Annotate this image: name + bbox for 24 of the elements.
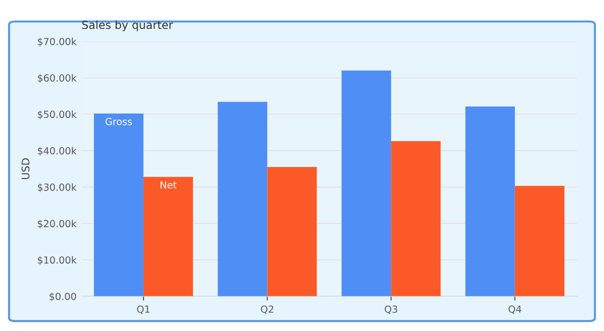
y-tick-label: $10.00k [38,256,77,265]
bar [143,176,193,296]
series-label: Gross [106,118,132,126]
x-tick-label: Q3 [384,305,398,314]
y-tick-label: $70.00k [38,38,77,46]
x-tick-label: Q1 [137,305,150,314]
chart-title: Sales by quarter [82,20,174,32]
bar [342,70,392,296]
y-axis-title: USD [22,158,30,180]
x-tick-label: Q2 [260,305,274,314]
y-tick-label: $60.00k [38,74,77,83]
bar [391,141,441,296]
y-tick-label: $40.00k [38,146,77,156]
bar [267,166,317,296]
y-tick-label: $30.00k [38,183,77,192]
bar [465,106,515,296]
y-tick-label: $0.00 [50,292,76,302]
x-tick-label: Q4 [508,305,522,314]
bar [218,102,268,296]
y-tick-label: $20.00k [38,220,77,229]
y-tick-label: $50.00k [38,110,77,120]
bar [514,186,564,296]
series-label: Net [160,181,177,189]
bar [94,113,144,296]
